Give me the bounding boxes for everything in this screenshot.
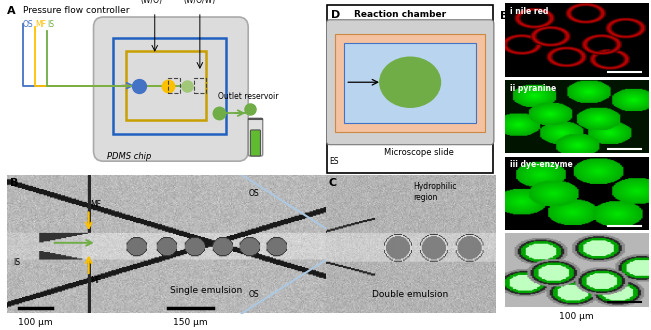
Text: Pressure flow controller: Pressure flow controller — [23, 6, 129, 15]
Text: OS: OS — [248, 290, 259, 299]
Text: First junction
(W/O): First junction (W/O) — [126, 0, 176, 5]
FancyBboxPatch shape — [326, 20, 494, 145]
Text: iii dye-enzyme: iii dye-enzyme — [510, 160, 573, 169]
Text: PDMS chip: PDMS chip — [107, 152, 151, 161]
Bar — [344, 43, 477, 123]
Text: B: B — [10, 178, 18, 188]
Text: ii pyranine: ii pyranine — [510, 84, 557, 93]
Text: OS: OS — [248, 189, 259, 198]
Text: MF: MF — [90, 200, 102, 209]
Text: D: D — [331, 10, 340, 20]
Text: OS: OS — [23, 20, 33, 29]
FancyBboxPatch shape — [327, 5, 493, 173]
Text: C: C — [329, 178, 337, 188]
Bar — [335, 34, 485, 132]
Text: Single emulsion: Single emulsion — [170, 286, 242, 295]
Text: E: E — [500, 11, 508, 21]
Text: IS: IS — [13, 258, 20, 267]
Ellipse shape — [379, 56, 441, 108]
Text: A: A — [7, 6, 16, 16]
Text: Outlet reservoir: Outlet reservoir — [218, 92, 279, 101]
Text: Reaction chamber: Reaction chamber — [353, 10, 446, 19]
Text: IS: IS — [47, 20, 54, 29]
Text: Second junction
(W/O/W): Second junction (W/O/W) — [169, 0, 230, 5]
Text: ES: ES — [329, 157, 339, 166]
Text: MF: MF — [35, 20, 46, 29]
Text: 150 μm: 150 μm — [173, 317, 208, 327]
Text: 100 μm: 100 μm — [18, 317, 53, 327]
Text: i nile red: i nile red — [510, 7, 549, 16]
Text: Double emulsion: Double emulsion — [372, 290, 449, 299]
Text: Microscope slide: Microscope slide — [383, 148, 454, 157]
FancyBboxPatch shape — [251, 130, 260, 156]
Text: Hydrophilic
region: Hydrophilic region — [413, 182, 457, 202]
Text: MF: MF — [90, 276, 102, 285]
FancyBboxPatch shape — [248, 118, 263, 156]
Text: 100 μm: 100 μm — [559, 312, 594, 321]
FancyBboxPatch shape — [94, 17, 248, 161]
